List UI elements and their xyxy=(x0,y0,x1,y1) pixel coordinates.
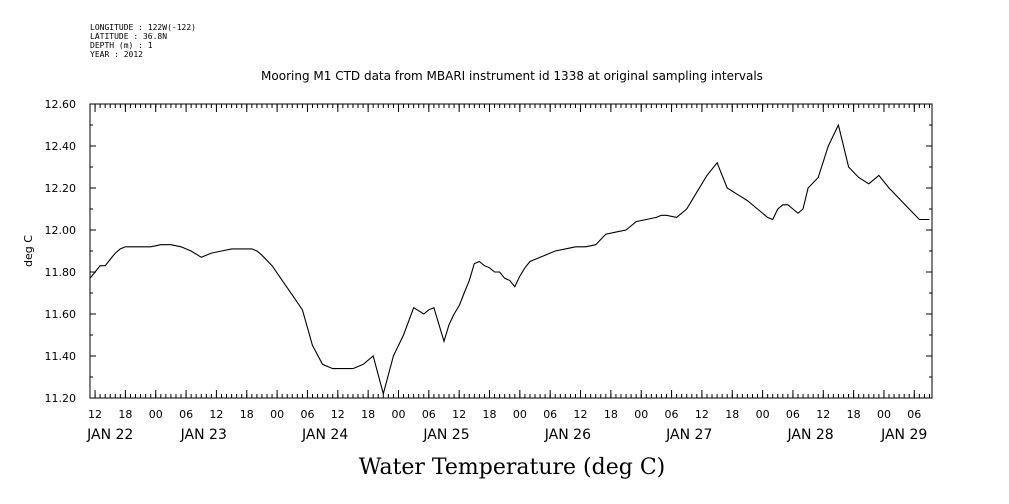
x-tick-label: 12 xyxy=(209,408,223,421)
y-tick-label: 11.20 xyxy=(45,392,77,405)
x-tick-label: 18 xyxy=(483,408,497,421)
date-label: JAN 22 xyxy=(86,427,133,443)
x-tick-label: 12 xyxy=(452,408,466,421)
x-tick-label: 12 xyxy=(331,408,345,421)
x-tick-label: 06 xyxy=(665,408,679,421)
date-label: JAN 25 xyxy=(422,427,469,443)
x-tick-label: 12 xyxy=(816,408,830,421)
x-tick-label: 00 xyxy=(877,408,891,421)
x-axis-label: Water Temperature (deg C) xyxy=(359,455,666,480)
x-tick-label: 06 xyxy=(907,408,921,421)
x-tick-label: 12 xyxy=(695,408,709,421)
date-label: JAN 27 xyxy=(665,427,712,443)
y-tick-label: 11.80 xyxy=(45,266,77,279)
date-label: JAN 26 xyxy=(544,427,591,443)
chart-title: Mooring M1 CTD data from MBARI instrumen… xyxy=(261,69,763,83)
x-axis: 12 18 00 06 12 18 00 06 12 18 00 06 12 18 00 06 12 18 00 06… xyxy=(86,104,927,443)
x-tick-label: 00 xyxy=(513,408,527,421)
x-tick-label: 18 xyxy=(847,408,861,421)
x-tick-label: 12 xyxy=(88,408,102,421)
x-tick-label: 06 xyxy=(786,408,800,421)
x-tick-label: 06 xyxy=(422,408,436,421)
y-tick-label: 12.20 xyxy=(45,182,77,195)
water-temperature-line xyxy=(89,123,930,396)
latitude-label: LATITUDE : 36.8N xyxy=(90,32,167,41)
x-tick-label: 00 xyxy=(634,408,648,421)
depth-label: DEPTH (m) : 1 xyxy=(90,41,153,50)
x-tick-label: 18 xyxy=(361,408,375,421)
x-tick-label: 12 xyxy=(574,408,588,421)
longitude-label: LONGITUDE : 122W(-122) xyxy=(90,23,196,32)
x-tick-label: 00 xyxy=(149,408,163,421)
y-tick-label: 11.60 xyxy=(45,308,77,321)
date-label: JAN 29 xyxy=(880,427,927,443)
x-tick-label: 18 xyxy=(604,408,618,421)
x-tick-label: 18 xyxy=(118,408,132,421)
y-tick-label: 12.40 xyxy=(45,140,77,153)
date-label: JAN 24 xyxy=(301,427,348,443)
y-axis: 11.20 11.40 11.60 11.80 12.00 12.20 12.40 12.60 xyxy=(45,98,932,405)
x-tick-label: 06 xyxy=(300,408,314,421)
x-tick-label: 18 xyxy=(725,408,739,421)
plot-frame xyxy=(89,103,933,399)
x-tick-label: 06 xyxy=(543,408,557,421)
x-tick-label: 00 xyxy=(756,408,770,421)
x-tick-label: 00 xyxy=(391,408,405,421)
y-tick-label: 11.40 xyxy=(45,350,77,363)
date-label: JAN 23 xyxy=(180,427,227,443)
year-label: YEAR : 2012 xyxy=(90,50,143,59)
x-tick-label: 06 xyxy=(179,408,193,421)
x-tick-label: 00 xyxy=(270,408,284,421)
y-tick-label: 12.60 xyxy=(45,98,77,111)
y-tick-label: 12.00 xyxy=(45,224,77,237)
y-axis-label: deg C xyxy=(22,235,35,267)
x-tick-label: 18 xyxy=(240,408,254,421)
metadata-block: LONGITUDE : 122W(-122) LATITUDE : 36.8N … xyxy=(90,23,196,59)
minor-ticks xyxy=(89,103,932,399)
date-label: JAN 28 xyxy=(787,427,834,443)
